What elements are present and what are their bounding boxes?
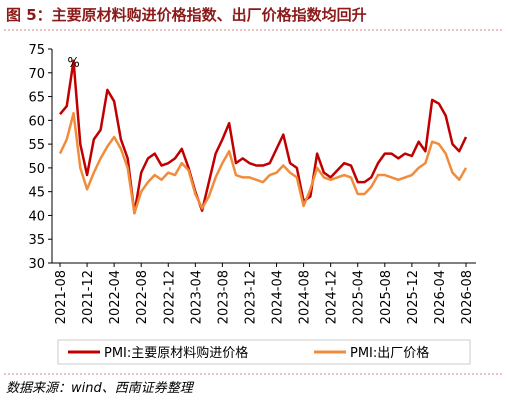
x-tick-label: 2025-12 — [406, 270, 421, 324]
x-tick-label: 2025-08 — [379, 270, 394, 324]
x-tick-label: 2024-08 — [298, 270, 313, 324]
series-line — [58, 111, 468, 215]
x-tick-label: 2021-12 — [81, 270, 96, 324]
annotation: % — [67, 56, 79, 71]
x-tick-label: 2023-04 — [189, 270, 204, 324]
x-tick-label: 2021-08 — [54, 270, 69, 324]
source: 数据来源：wind、西南证券整理 — [6, 381, 195, 396]
y-tick-label: 40 — [28, 209, 45, 224]
x-tick-label: 2022-04 — [108, 270, 123, 324]
x-tick-label: 2024-04 — [271, 270, 286, 324]
y-tick-label: 60 — [28, 114, 45, 129]
x-tick-label: 2023-12 — [243, 270, 258, 324]
y-tick-label: 70 — [28, 67, 45, 82]
x-tick-label: 2026-04 — [433, 270, 448, 324]
legend-label: PMI:主要原材料购进价格 — [104, 345, 248, 361]
x-tick-label: 2024-12 — [325, 270, 340, 324]
x-tick-label: 2022-12 — [162, 270, 177, 324]
y-tick-label: 50 — [28, 162, 45, 177]
legend-box — [57, 339, 471, 365]
x-tick-label: 2025-04 — [352, 270, 367, 324]
y-tick-label: 55 — [28, 138, 45, 153]
series-line — [59, 59, 468, 215]
y-tick-label: 65 — [28, 91, 45, 106]
y-tick-label: 30 — [28, 257, 45, 272]
x-tick-label: 2023-08 — [216, 270, 231, 324]
y-tick-label: 75 — [28, 43, 45, 58]
y-tick-label: 35 — [28, 233, 45, 248]
legend-label: PMI:出厂价格 — [350, 345, 429, 361]
y-tick-label: 45 — [28, 186, 45, 201]
x-tick-label: 2022-08 — [135, 270, 150, 324]
x-tick-label: 2026-08 — [460, 270, 475, 324]
chart-title: 图 5：主要原材料购进价格指数、出厂价格指数均回升 — [6, 6, 367, 24]
